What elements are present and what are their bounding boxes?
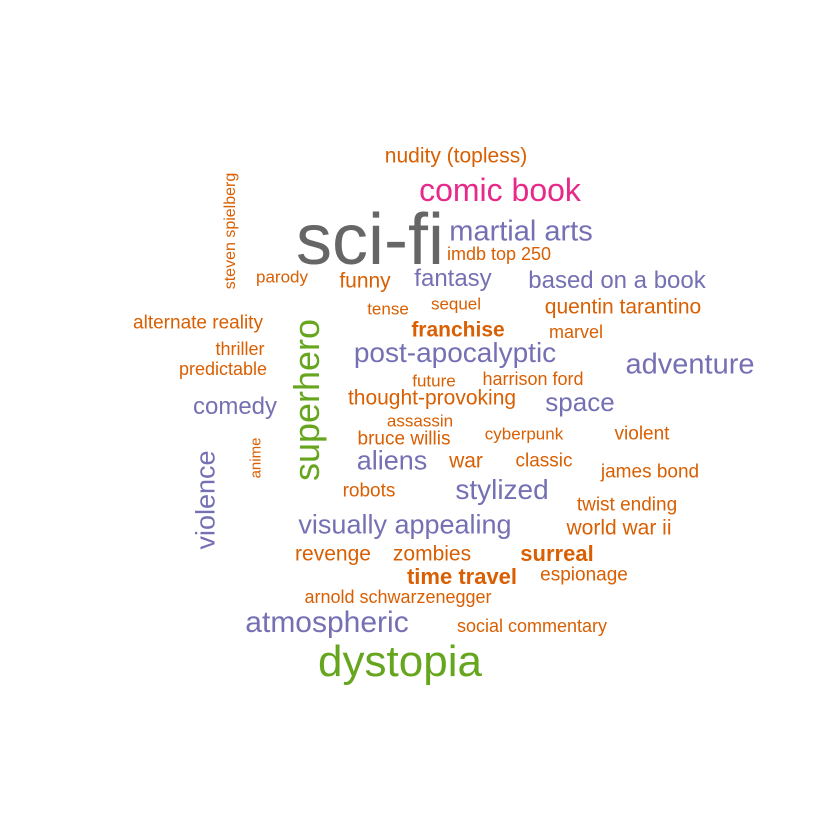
word-assassin: assassin [386,411,454,431]
word-parody: parody [256,267,308,287]
word-future: future [412,371,456,391]
word-alternate-reality: alternate reality [133,312,263,334]
word-sequel: sequel [430,294,482,314]
word-sci-fi: sci-fi [296,200,444,280]
word-steven-spielberg: steven spielberg [222,172,239,290]
word-franchise: franchise [411,318,505,342]
word-revenge: revenge [295,542,371,566]
word-martial-arts: martial arts [449,215,593,248]
word-cyberpunk: cyberpunk [484,424,564,444]
word-harrison-ford: harrison ford [482,369,584,389]
word-superhero: superhero [286,318,327,482]
word-dystopia: dystopia [318,637,482,686]
word-war: war [449,449,483,473]
word-thought-provoking: thought-provoking [347,386,517,410]
word-violent: violent [614,423,670,445]
word-visually-appealing: visually appealing [298,509,512,540]
word-space: space [545,387,615,417]
word-post-apocalyptic: post-apocalyptic [353,337,557,368]
word-predictable: predictable [178,359,268,379]
word-anime: anime [247,437,265,479]
word-tense: tense [367,299,409,319]
word-thriller: thriller [215,339,265,359]
word-james-bond: james bond [600,461,700,483]
word-atmospheric: atmospheric [245,606,409,639]
word-time-travel: time travel [406,564,518,589]
word-classic: classic [515,450,573,472]
word-nudity-topless: nudity (topless) [384,144,528,168]
word-espionage: espionage [540,564,628,586]
word-based-on-a-book: based on a book [528,267,706,294]
word-twist-ending: twist ending [576,494,678,516]
word-imdb-top-250: imdb top 250 [446,244,552,264]
word-surreal: surreal [520,541,594,566]
word-violence: violence [190,450,221,550]
word-adventure: adventure [625,348,755,381]
word-bruce-willis: bruce willis [357,428,451,450]
word-quentin-tarantino: quentin tarantino [544,295,702,319]
word-arnold-schwarzenegger: arnold schwarzenegger [304,587,492,607]
word-world-war-ii: world war ii [566,516,672,540]
word-funny: funny [339,269,391,293]
word-aliens: aliens [356,445,428,476]
word-comic-book: comic book [419,172,581,208]
word-social-commentary: social commentary [456,616,608,636]
word-stylized: stylized [455,474,549,505]
word-marvel: marvel [548,322,604,342]
word-fantasy: fantasy [414,265,492,292]
word-robots: robots [342,480,396,502]
word-comedy: comedy [192,393,278,420]
word-zombies: zombies [392,542,472,566]
